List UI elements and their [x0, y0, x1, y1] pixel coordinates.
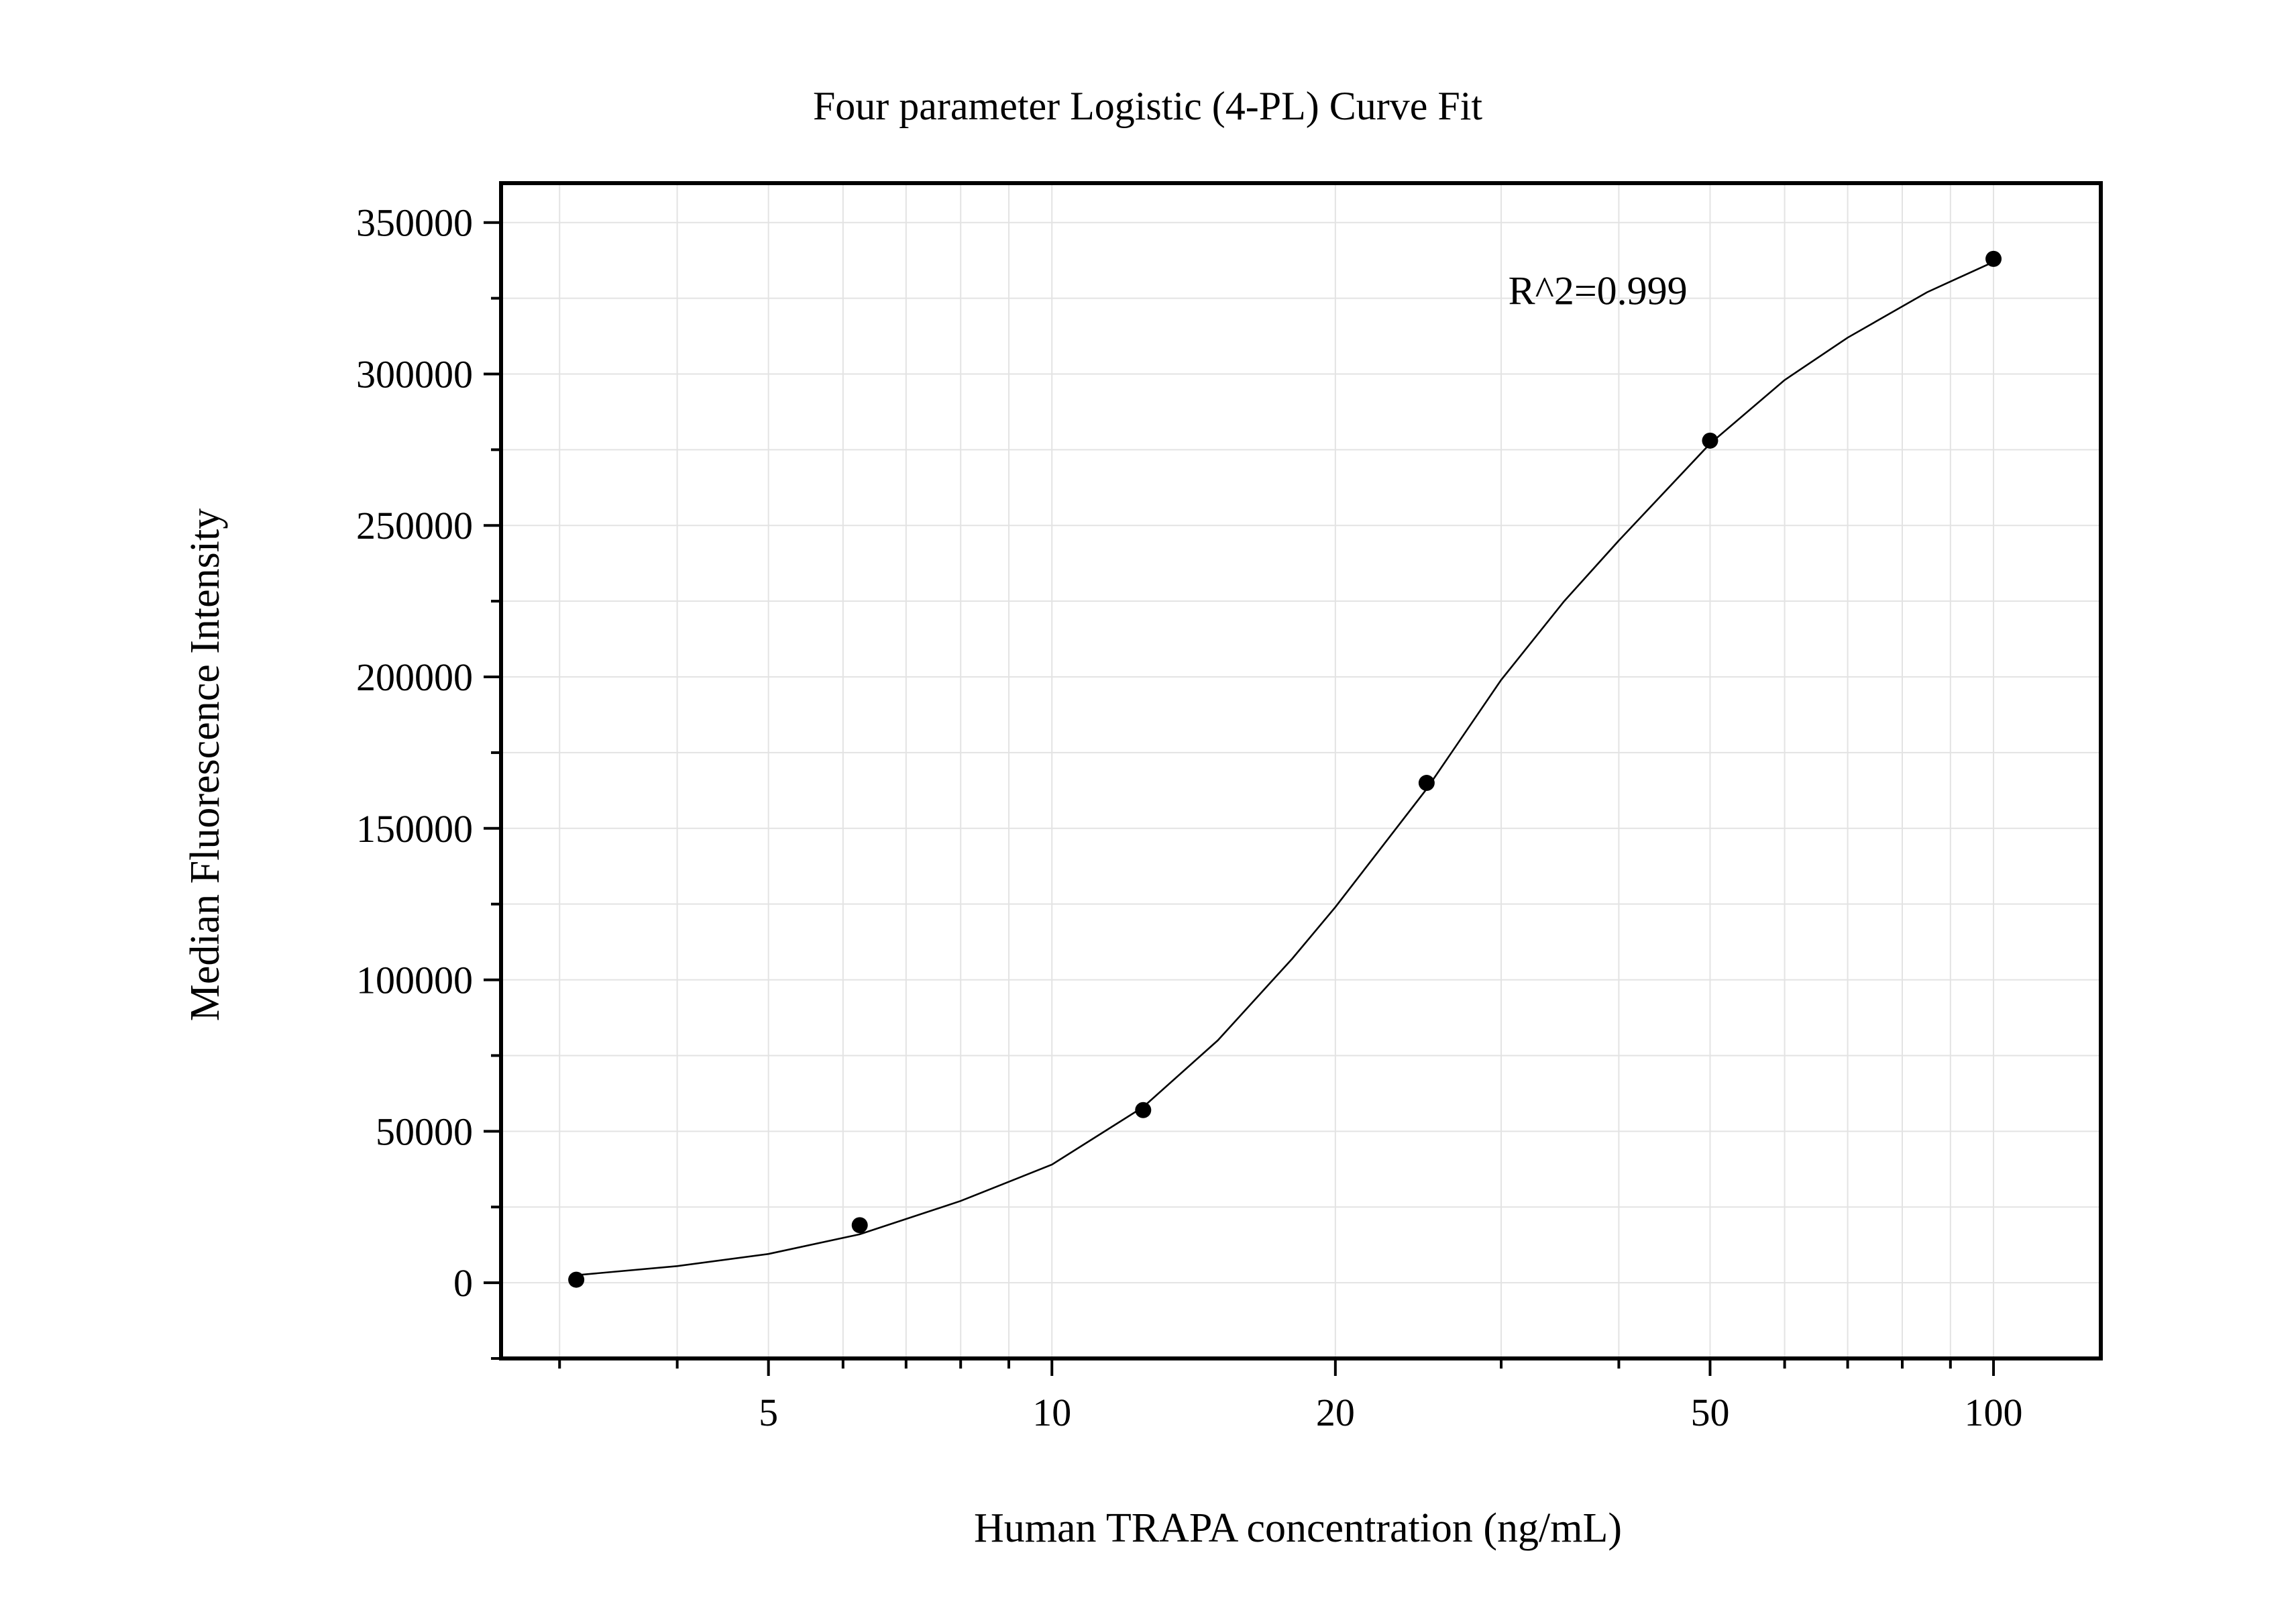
- y-tick-label: 50000: [376, 1110, 473, 1153]
- data-points: [568, 250, 2002, 1288]
- fit-curve: [576, 261, 1994, 1277]
- data-point: [1985, 250, 2002, 267]
- y-tick-label: 300000: [356, 352, 473, 396]
- x-axis-label: Human TRAPA concentration (ng/mL): [974, 1505, 1622, 1551]
- y-axis-label: Median Fluorescence Intensity: [182, 509, 228, 1021]
- x-tick-label: 5: [759, 1391, 778, 1434]
- y-tick-label: 250000: [356, 504, 473, 547]
- y-tick-label: 150000: [356, 807, 473, 851]
- x-tick-label: 50: [1690, 1391, 1729, 1434]
- x-tick-label: 100: [1965, 1391, 2023, 1434]
- data-point: [1135, 1102, 1152, 1118]
- r-squared-annotation: R^2=0.999: [1509, 269, 1688, 313]
- plot-frame: [499, 181, 2103, 1360]
- y-tick-label: 350000: [356, 201, 473, 245]
- y-axis-ticks: 0 50000 100000 150000 200000 250000 300000 3500…: [356, 201, 501, 1360]
- chart-title: Four parameter Logistic (4-PL) Curve Fit: [813, 84, 1482, 128]
- x-tick-label: 20: [1316, 1391, 1355, 1434]
- x-axis-ticks: 5 10 20 50 100: [558, 1358, 2023, 1434]
- data-point: [568, 1271, 585, 1288]
- grid: [501, 183, 2101, 1359]
- y-tick-label: 200000: [356, 655, 473, 699]
- data-point: [1702, 432, 1718, 449]
- data-point: [1418, 775, 1435, 792]
- data-point: [851, 1217, 868, 1234]
- y-tick-label: 100000: [356, 959, 473, 1002]
- y-tick-label: 0: [453, 1261, 473, 1305]
- x-tick-label: 10: [1032, 1391, 1071, 1434]
